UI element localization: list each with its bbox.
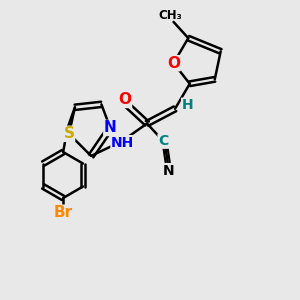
Text: C: C bbox=[158, 134, 168, 148]
Text: N: N bbox=[163, 164, 175, 178]
Text: S: S bbox=[64, 126, 74, 141]
Text: N: N bbox=[104, 120, 117, 135]
Text: Br: Br bbox=[54, 205, 73, 220]
Text: NH: NH bbox=[111, 136, 134, 150]
Text: O: O bbox=[167, 56, 180, 70]
Text: O: O bbox=[118, 92, 131, 107]
Text: CH₃: CH₃ bbox=[158, 9, 182, 22]
Text: H: H bbox=[182, 98, 193, 112]
